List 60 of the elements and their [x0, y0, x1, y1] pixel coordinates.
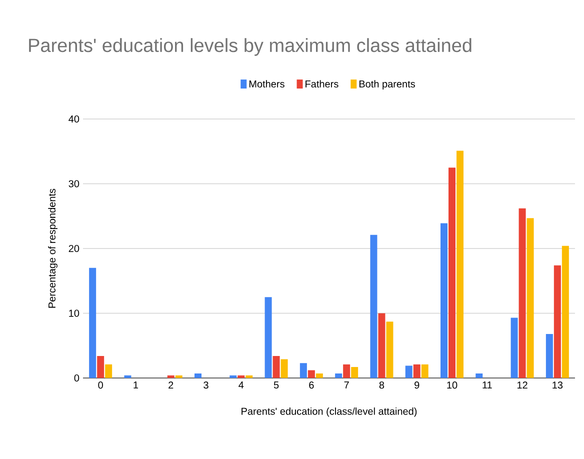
bar — [272, 356, 280, 378]
y-tick-label: 0 — [74, 374, 80, 382]
bar — [510, 318, 518, 378]
bar — [546, 334, 553, 378]
x-tick-label: 9 — [414, 382, 420, 389]
x-tick-label: 7 — [344, 382, 349, 388]
x-tick-label: 3 — [204, 382, 208, 389]
bar — [175, 375, 182, 378]
bar — [264, 297, 272, 378]
x-axis-title: Parents' education (class/level attained) — [242, 407, 417, 417]
chart-title: Parents' education levels by maximum class attained — [29, 38, 472, 56]
bar — [316, 373, 323, 378]
bar — [238, 375, 245, 378]
x-tick-label: 0 — [98, 382, 103, 389]
bar — [370, 234, 378, 378]
bar — [456, 150, 464, 378]
bar — [343, 364, 350, 378]
y-tick-label: 30 — [68, 180, 80, 188]
y-tick-label: 10 — [69, 310, 80, 317]
x-tick-label: 12 — [517, 382, 528, 389]
bar — [308, 370, 315, 378]
bar — [476, 373, 483, 378]
bar — [246, 375, 253, 378]
bar — [440, 223, 448, 378]
bar — [554, 265, 561, 378]
bar — [124, 375, 132, 378]
bar — [280, 359, 288, 378]
x-tick-label: 6 — [309, 382, 314, 389]
legend-label: Mothers — [249, 80, 284, 88]
bar — [405, 366, 412, 378]
bar — [421, 364, 428, 378]
bar — [167, 375, 174, 378]
x-tick-label: 13 — [552, 382, 563, 389]
y-tick-label: 40 — [68, 115, 80, 123]
y-tick-label: 20 — [68, 244, 80, 252]
bar — [413, 364, 420, 378]
bar — [97, 356, 104, 378]
bar — [335, 373, 342, 378]
bar — [378, 313, 386, 378]
bar — [300, 363, 307, 378]
x-tick-label: 10 — [447, 382, 458, 389]
legend-label: Both parents — [359, 80, 415, 90]
bar — [194, 373, 202, 378]
bar — [351, 366, 358, 378]
bar — [105, 364, 112, 378]
bar — [230, 375, 237, 378]
bar — [518, 208, 526, 378]
x-tick-label: 5 — [274, 382, 279, 389]
bar — [448, 168, 456, 378]
x-tick-label: 1 — [134, 382, 138, 388]
x-tick-label: 8 — [379, 382, 384, 389]
bar — [89, 268, 96, 378]
bar — [526, 218, 534, 378]
x-tick-label: 2 — [168, 382, 174, 389]
bar — [562, 246, 569, 378]
bar — [386, 322, 394, 378]
legend-label: Fathers — [306, 80, 338, 88]
y-axis-title: Percentage of respondents — [48, 188, 58, 308]
x-tick-label: 11 — [482, 382, 492, 388]
x-tick-label: 4 — [238, 382, 244, 388]
